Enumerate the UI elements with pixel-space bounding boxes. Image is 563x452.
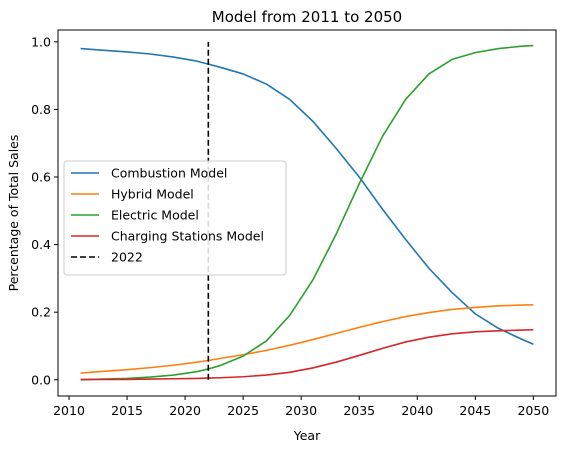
axes-frame [57,29,557,397]
series-line-0 [80,47,534,346]
y-tick-label: 0.2 [31,305,51,320]
y-axis-label: Percentage of Total Sales [6,135,21,292]
y-tick-label: 0.6 [31,170,51,185]
y-tick-label: 0.4 [31,237,51,252]
x-tick-label: 2045 [459,403,491,418]
series-line-1 [80,303,534,374]
x-tick-label: 2040 [401,403,433,418]
x-axis-ticks: 2010 2015 2020 2025 2030 2035 2040 2045 2050 [53,396,549,418]
legend: Combustion Model Hybrid Model Electric Mod… [63,160,287,276]
x-tick-label: 2010 [53,403,85,418]
x-tick-label: 2015 [111,403,143,418]
x-tick-label: 2050 [517,403,549,418]
x-tick-label: 2030 [285,403,317,418]
series-line-3 [80,328,534,381]
x-tick-label: 2020 [169,403,201,418]
y-tick-label: 0.0 [31,372,51,387]
legend-label-1: Hybrid Model [111,187,194,202]
legend-label-2: Electric Model [111,208,199,223]
series-line-2 [80,44,534,381]
plot-area [80,41,534,381]
legend-label-0: Combustion Model [111,166,227,181]
x-tick-label: 2035 [343,403,375,418]
legend-box [63,160,287,276]
chart-title: Model from 2011 to 2050 [212,8,402,26]
legend-label-3: Charging Stations Model [111,229,264,244]
x-tick-label: 2025 [227,403,259,418]
x-axis-label: Year [293,428,321,443]
legend-label-4: 2022 [111,250,143,265]
y-axis-ticks: 0.0 0.2 0.4 0.6 0.8 1.0 [31,34,58,387]
y-tick-label: 1.0 [31,34,51,49]
y-tick-label: 0.8 [31,102,51,117]
